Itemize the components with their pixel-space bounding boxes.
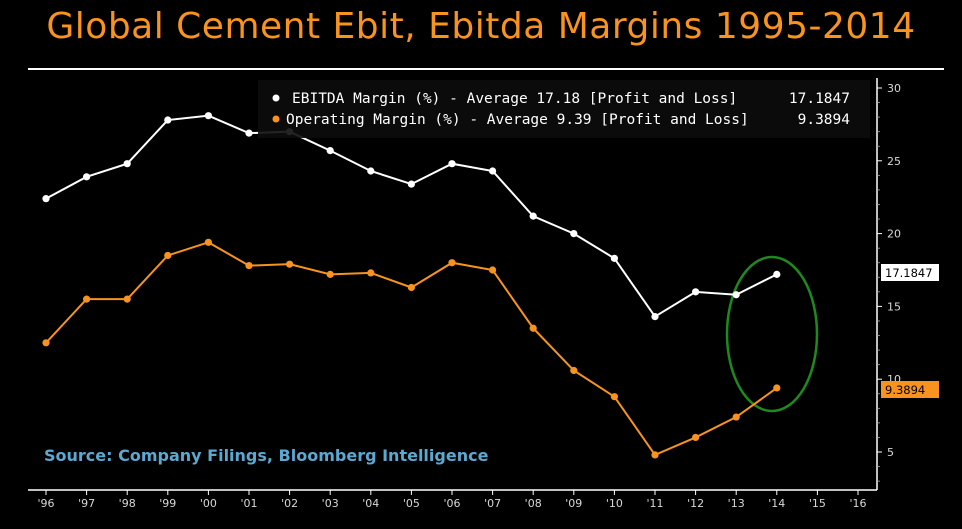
- value-tag-operating: 9.3894: [881, 381, 939, 398]
- operating-data-point: [42, 339, 50, 347]
- x-tick-label: '00: [200, 497, 217, 510]
- operating-data-point: [326, 270, 334, 278]
- operating-data-point: [367, 269, 375, 277]
- x-tick-label: '16: [849, 497, 866, 510]
- legend-value-operating: 9.3894: [798, 112, 851, 128]
- y-tick-label: 15: [887, 300, 901, 313]
- series-layer: [42, 112, 781, 459]
- title-divider: [28, 68, 944, 70]
- legend: EBITDA Margin (%) - Average 17.18 [Profi…: [258, 80, 870, 138]
- operating-margin-line: [45, 241, 778, 457]
- operating-data-point: [732, 413, 740, 421]
- x-tick-label: '98: [119, 497, 136, 510]
- operating-data-point: [773, 384, 781, 392]
- x-tick-label: '99: [159, 497, 176, 510]
- operating-data-point: [570, 366, 578, 375]
- ebitda-data-point: [529, 212, 537, 220]
- value-tag-operating-box: [881, 381, 939, 398]
- x-tick-label: '09: [565, 497, 582, 510]
- ebitda-data-point: [204, 112, 212, 120]
- operating-data-point: [407, 283, 415, 292]
- x-tick-label: '96: [37, 497, 54, 510]
- legend-marker-ebitda: [272, 94, 280, 102]
- value-tag-operating-text: 9.3894: [885, 383, 925, 397]
- x-axis-ticks: '96 '97 '98 '99 '00 '01 '02 '03 '04 '05 '06 '07 '08 '…: [37, 490, 867, 510]
- highlight-ellipse: [725, 255, 819, 413]
- ebitda-data-point: [570, 230, 578, 238]
- chart-title: Global Cement Ebit, Ebitda Margins 1995-…: [46, 6, 916, 47]
- legend-marker-operating: [272, 115, 280, 123]
- source-note: Source: Company Filings, Bloomberg Intel…: [44, 446, 489, 465]
- value-tag-ebitda-box: [881, 264, 939, 281]
- y-tick-label: 5: [887, 446, 894, 459]
- operating-data-point: [651, 451, 659, 459]
- value-tag-ebitda-text: 17.1847: [885, 266, 933, 280]
- x-tick-label: '10: [606, 497, 623, 510]
- y-tick-label: 20: [887, 228, 901, 241]
- ebitda-data-point: [651, 312, 659, 321]
- ebitda-data-point: [367, 167, 375, 175]
- ebitda-data-point: [448, 160, 456, 168]
- value-tag-ebitda: 17.1847: [881, 264, 939, 281]
- x-tick-label: '11: [646, 497, 663, 510]
- operating-data-point: [529, 324, 537, 332]
- x-tick-label: '08: [525, 497, 542, 510]
- x-tick-label: '06: [443, 497, 460, 510]
- x-tick-label: '05: [403, 497, 420, 510]
- ebitda-data-point: [123, 160, 131, 168]
- x-tick-label: '04: [362, 497, 379, 510]
- legend-background: [258, 80, 870, 138]
- legend-value-ebitda: 17.1847: [789, 91, 850, 107]
- ebitda-data-point: [42, 195, 50, 203]
- legend-label-ebitda: EBITDA Margin (%) - Average 17.18 [Profi…: [292, 91, 737, 107]
- ebitda-data-point: [407, 180, 415, 188]
- x-tick-label: '97: [78, 497, 95, 510]
- legend-label-operating: Operating Margin (%) - Average 9.39 [Pro…: [286, 112, 749, 128]
- operating-data-point: [83, 295, 91, 303]
- operating-data-point: [245, 262, 253, 270]
- ebitda-data-point: [732, 291, 740, 299]
- operating-data-point: [123, 295, 131, 303]
- x-tick-label: '07: [484, 497, 501, 510]
- operating-data-point: [204, 238, 212, 246]
- x-tick-label: '15: [809, 497, 826, 510]
- x-tick-label: '13: [728, 497, 745, 510]
- y-tick-label: 30: [887, 82, 901, 95]
- ebitda-data-point: [489, 167, 497, 175]
- ebitda-data-point: [326, 147, 334, 155]
- x-tick-label: '12: [687, 497, 704, 510]
- operating-data-point: [286, 260, 294, 268]
- operating-data-point: [610, 393, 619, 401]
- ebitda-data-point: [83, 173, 91, 181]
- x-tick-label: '14: [768, 497, 785, 510]
- y-tick-label: 25: [887, 155, 901, 168]
- ebitda-data-point: [164, 116, 172, 124]
- ebitda-data-point: [692, 288, 700, 296]
- operating-data-point: [448, 259, 456, 267]
- ebitda-data-point: [610, 254, 619, 262]
- x-tick-label: '03: [322, 497, 339, 510]
- operating-data-point: [164, 251, 172, 260]
- ebitda-data-point: [773, 270, 781, 278]
- ebitda-data-point: [245, 129, 253, 137]
- operating-data-point: [489, 266, 497, 274]
- x-tick-label: '01: [240, 497, 257, 510]
- operating-data-point: [692, 433, 700, 442]
- x-tick-label: '02: [281, 497, 298, 510]
